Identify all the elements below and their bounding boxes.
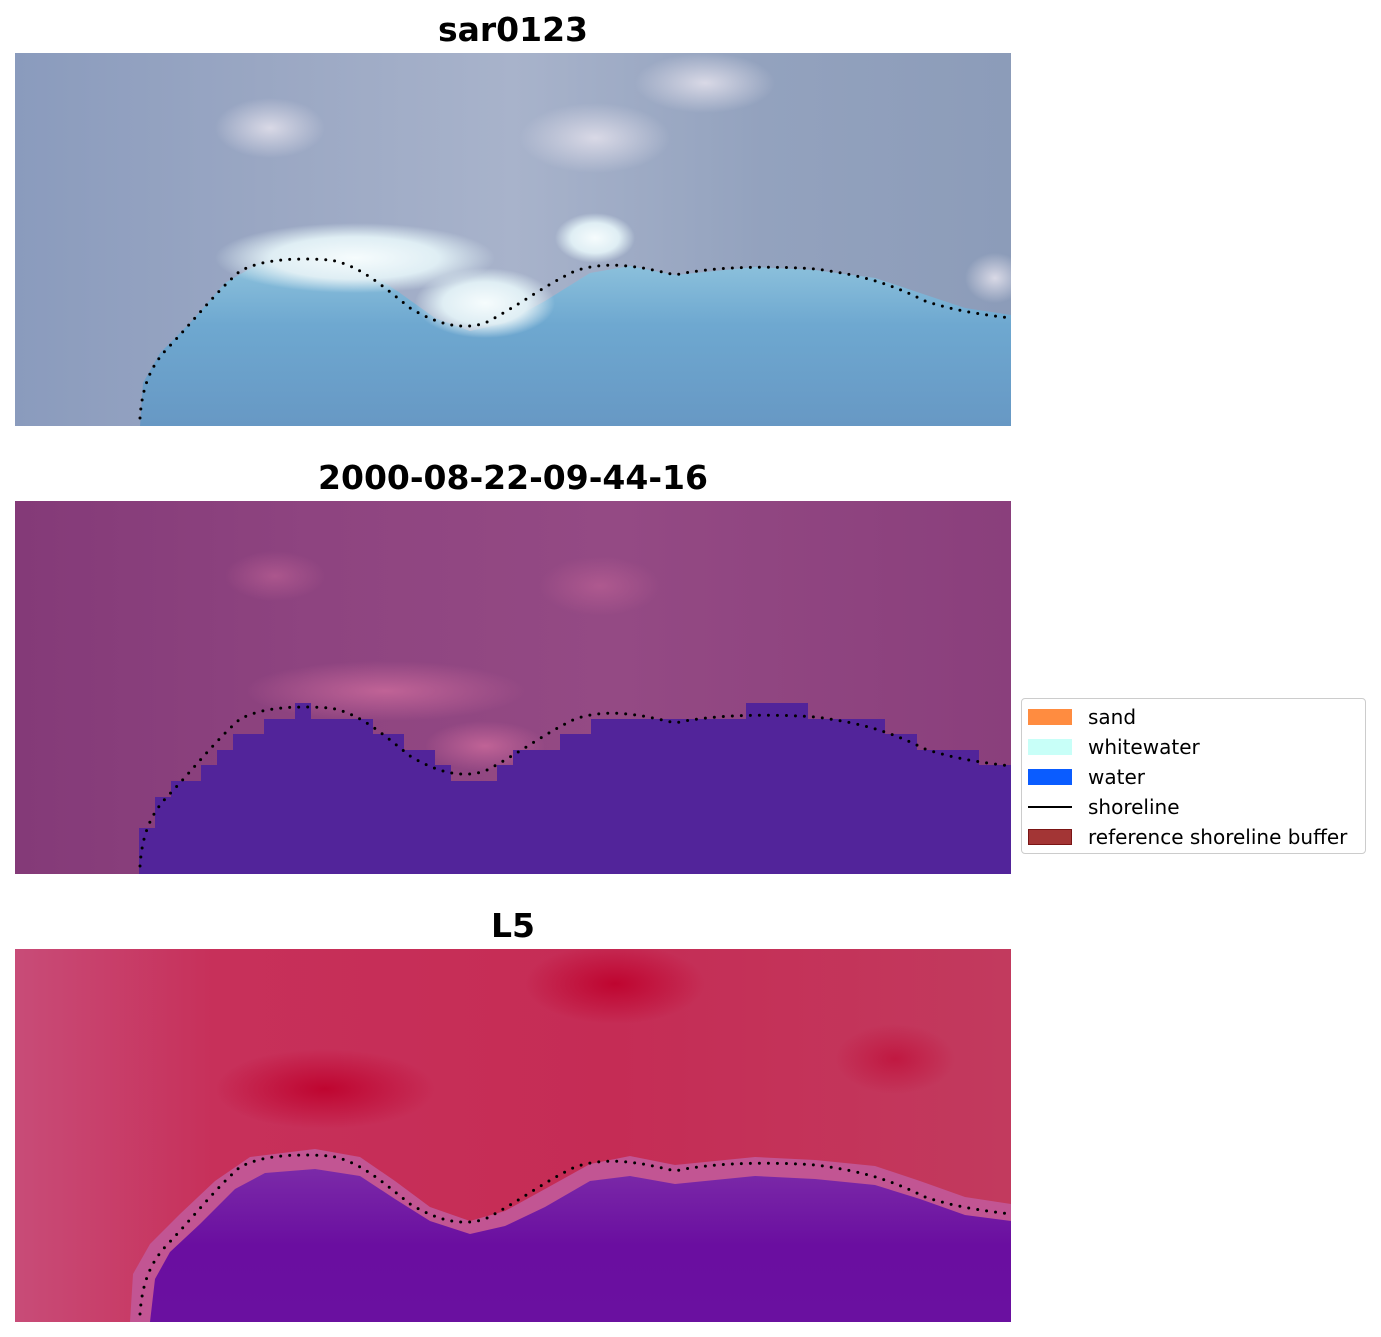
shoreline-line-swatch	[1028, 806, 1072, 808]
rgb-image-panel	[15, 53, 1011, 426]
index-image	[15, 949, 1011, 1322]
index-dark-2	[525, 949, 705, 1024]
legend-label-reference-buffer: reference shoreline buffer	[1088, 825, 1348, 849]
legend-item-whitewater: whitewater	[1028, 735, 1363, 759]
legend-label-water: water	[1088, 765, 1145, 789]
water-swatch	[1028, 769, 1072, 785]
rgb-whitewater-1	[215, 223, 495, 293]
panel-title-index: L5	[491, 906, 535, 945]
rgb-cloud-4	[965, 253, 1011, 303]
classified-bright-1	[245, 661, 525, 721]
classified-image-panel	[15, 501, 1011, 874]
index-dark-1	[215, 1049, 435, 1129]
rgb-water-body	[140, 258, 1011, 426]
classified-image	[15, 501, 1011, 874]
classified-shoreline	[138, 705, 1011, 868]
rgb-shoreline	[138, 257, 1011, 420]
rgb-cloud-1	[215, 98, 325, 158]
sand-swatch	[1028, 709, 1072, 725]
rgb-image	[15, 53, 1011, 426]
rgb-cloud-3	[635, 53, 775, 113]
classified-bright-4	[540, 556, 660, 616]
classified-water-mask	[139, 703, 1011, 874]
reference-buffer-swatch	[1028, 829, 1072, 845]
legend-label-shoreline: shoreline	[1088, 795, 1180, 819]
legend-item-reference-buffer: reference shoreline buffer	[1028, 825, 1363, 849]
index-dark-3	[835, 1024, 955, 1094]
index-image-panel	[15, 949, 1011, 1322]
whitewater-swatch	[1028, 739, 1072, 755]
rgb-whitewater-3	[555, 213, 635, 263]
legend-item-sand: sand	[1028, 705, 1363, 729]
panel-title-rgb: sar0123	[437, 10, 589, 49]
classified-bright-3	[225, 551, 325, 601]
legend-item-water: water	[1028, 765, 1363, 789]
legend: sand whitewater water shoreline referenc…	[1021, 698, 1366, 854]
rgb-cloud-2	[520, 103, 670, 173]
legend-item-shoreline: shoreline	[1028, 795, 1363, 819]
legend-label-sand: sand	[1088, 705, 1137, 729]
index-shoreline	[138, 1153, 1011, 1316]
rgb-whitewater-2	[415, 268, 555, 338]
legend-label-whitewater: whitewater	[1088, 735, 1200, 759]
panel-title-classified: 2000-08-22-09-44-16	[318, 458, 708, 497]
index-water-body	[150, 1169, 1011, 1322]
